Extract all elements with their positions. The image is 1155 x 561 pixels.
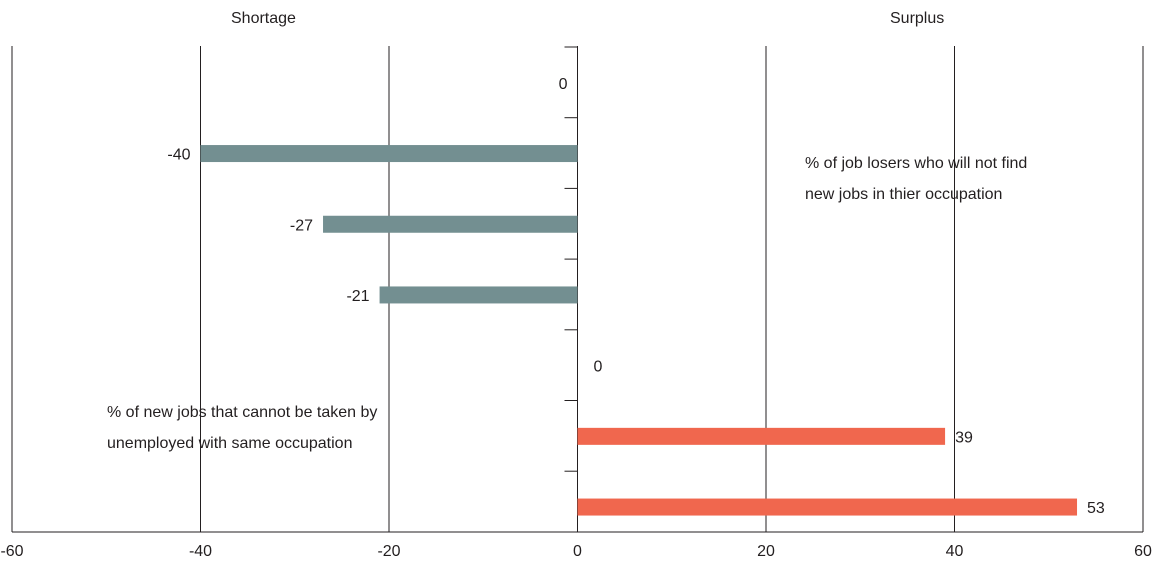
- job-losers-annotation-line-2: new jobs in thier occupation: [805, 186, 1003, 203]
- bar: [379, 286, 578, 304]
- x-tick-label: 60: [1134, 543, 1152, 560]
- x-tick-label: -20: [377, 543, 400, 560]
- data-label: -21: [346, 288, 369, 305]
- data-label: 0: [559, 76, 568, 93]
- data-label: -40: [167, 147, 190, 164]
- new-jobs-annotation-line-2: unemployed with same occupation: [107, 435, 353, 452]
- x-tick-label: 40: [946, 543, 964, 560]
- data-label: 39: [955, 429, 973, 446]
- bar: [577, 427, 946, 445]
- bar: [323, 215, 578, 233]
- surplus-header: Surplus: [890, 10, 945, 27]
- job-losers-annotation: % of job losers who will not find new jo…: [805, 148, 1027, 210]
- data-label: -27: [290, 217, 313, 234]
- bar: [200, 145, 578, 163]
- job-losers-annotation-line-1: % of job losers who will not find: [805, 155, 1028, 172]
- bar: [577, 498, 1078, 516]
- x-tick-label: -40: [189, 543, 212, 560]
- data-label: 0: [594, 359, 603, 376]
- new-jobs-annotation-line-1: % of new jobs that cannot be taken by: [107, 404, 378, 421]
- shortage-header: Shortage: [231, 10, 296, 27]
- data-label: 53: [1087, 500, 1105, 517]
- x-tick-label: 20: [757, 543, 775, 560]
- new-jobs-annotation: % of new jobs that cannot be taken by un…: [107, 397, 377, 459]
- x-tick-label: 0: [573, 543, 582, 560]
- x-tick-label: -60: [0, 543, 23, 560]
